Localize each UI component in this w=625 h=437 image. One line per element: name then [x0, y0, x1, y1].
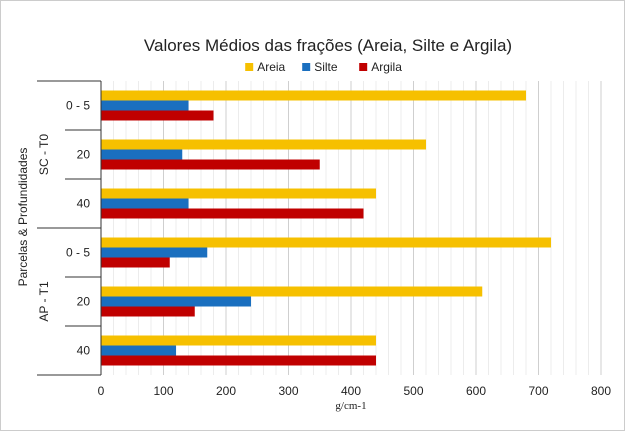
x-tick-label: 800 — [591, 384, 611, 398]
axes — [37, 80, 102, 376]
y-tick-label: 40 — [77, 197, 91, 211]
x-tick-label: 600 — [466, 384, 486, 398]
y-tick-label: 20 — [77, 148, 91, 162]
bar-silte — [101, 149, 183, 160]
bar-silte — [101, 296, 251, 307]
y-tick-label: 0 - 5 — [66, 246, 90, 260]
chart-legend: Areia Silte Argila — [245, 60, 402, 74]
y-tick-label: 0 - 5 — [66, 99, 90, 113]
bar-areia — [101, 237, 551, 248]
bar-argila — [101, 110, 214, 121]
x-tick-label: 0 — [98, 384, 105, 398]
group-label: SC - T0 — [37, 134, 51, 175]
group-label: AP - T1 — [37, 281, 51, 322]
bar-silte — [101, 247, 208, 258]
bar-argila — [101, 306, 195, 317]
legend-label: Areia — [257, 60, 285, 74]
x-tick-label: 500 — [403, 384, 423, 398]
x-tick-label: 100 — [153, 384, 173, 398]
x-tick-label: 200 — [216, 384, 236, 398]
legend-label: Silte — [314, 60, 338, 74]
x-tick-label: 700 — [528, 384, 548, 398]
bar-argila — [101, 208, 364, 219]
y-tick-labels: 0 - 5 20 40 0 - 5 20 40 — [66, 99, 90, 358]
legend-item-areia: Areia — [245, 60, 286, 74]
legend-swatch — [302, 63, 311, 71]
legend-item-argila: Argila — [359, 60, 402, 74]
x-axis-label: g/cm-1 — [335, 400, 366, 412]
y-tick-label: 40 — [77, 344, 91, 358]
chart-title: Valores Médios das frações (Areia, Silte… — [144, 36, 512, 55]
bar-areia — [101, 139, 426, 150]
bar-silte — [101, 100, 189, 111]
x-tick-label: 400 — [341, 384, 361, 398]
gridlines — [100, 81, 602, 375]
x-tick-labels: 0 100 200 300 400 500 600 700 800 — [98, 384, 612, 398]
bars — [101, 90, 551, 366]
legend-item-silte: Silte — [302, 60, 338, 74]
bar-areia — [101, 335, 376, 346]
bar-areia — [101, 90, 526, 101]
y-tick-label: 20 — [77, 295, 91, 309]
bar-argila — [101, 355, 376, 366]
bar-argila — [101, 159, 320, 170]
bar-silte — [101, 345, 176, 356]
legend-swatch — [359, 63, 368, 71]
bar-areia — [101, 286, 483, 297]
bar-silte — [101, 198, 189, 209]
y-axis-label: Parcelas & Profundidades — [16, 148, 30, 287]
legend-label: Argila — [371, 60, 402, 74]
x-tick-label: 300 — [278, 384, 298, 398]
bar-areia — [101, 188, 376, 199]
legend-swatch — [245, 63, 254, 71]
bar-argila — [101, 257, 170, 268]
group-labels: SC - T0 AP - T1 — [37, 134, 51, 322]
